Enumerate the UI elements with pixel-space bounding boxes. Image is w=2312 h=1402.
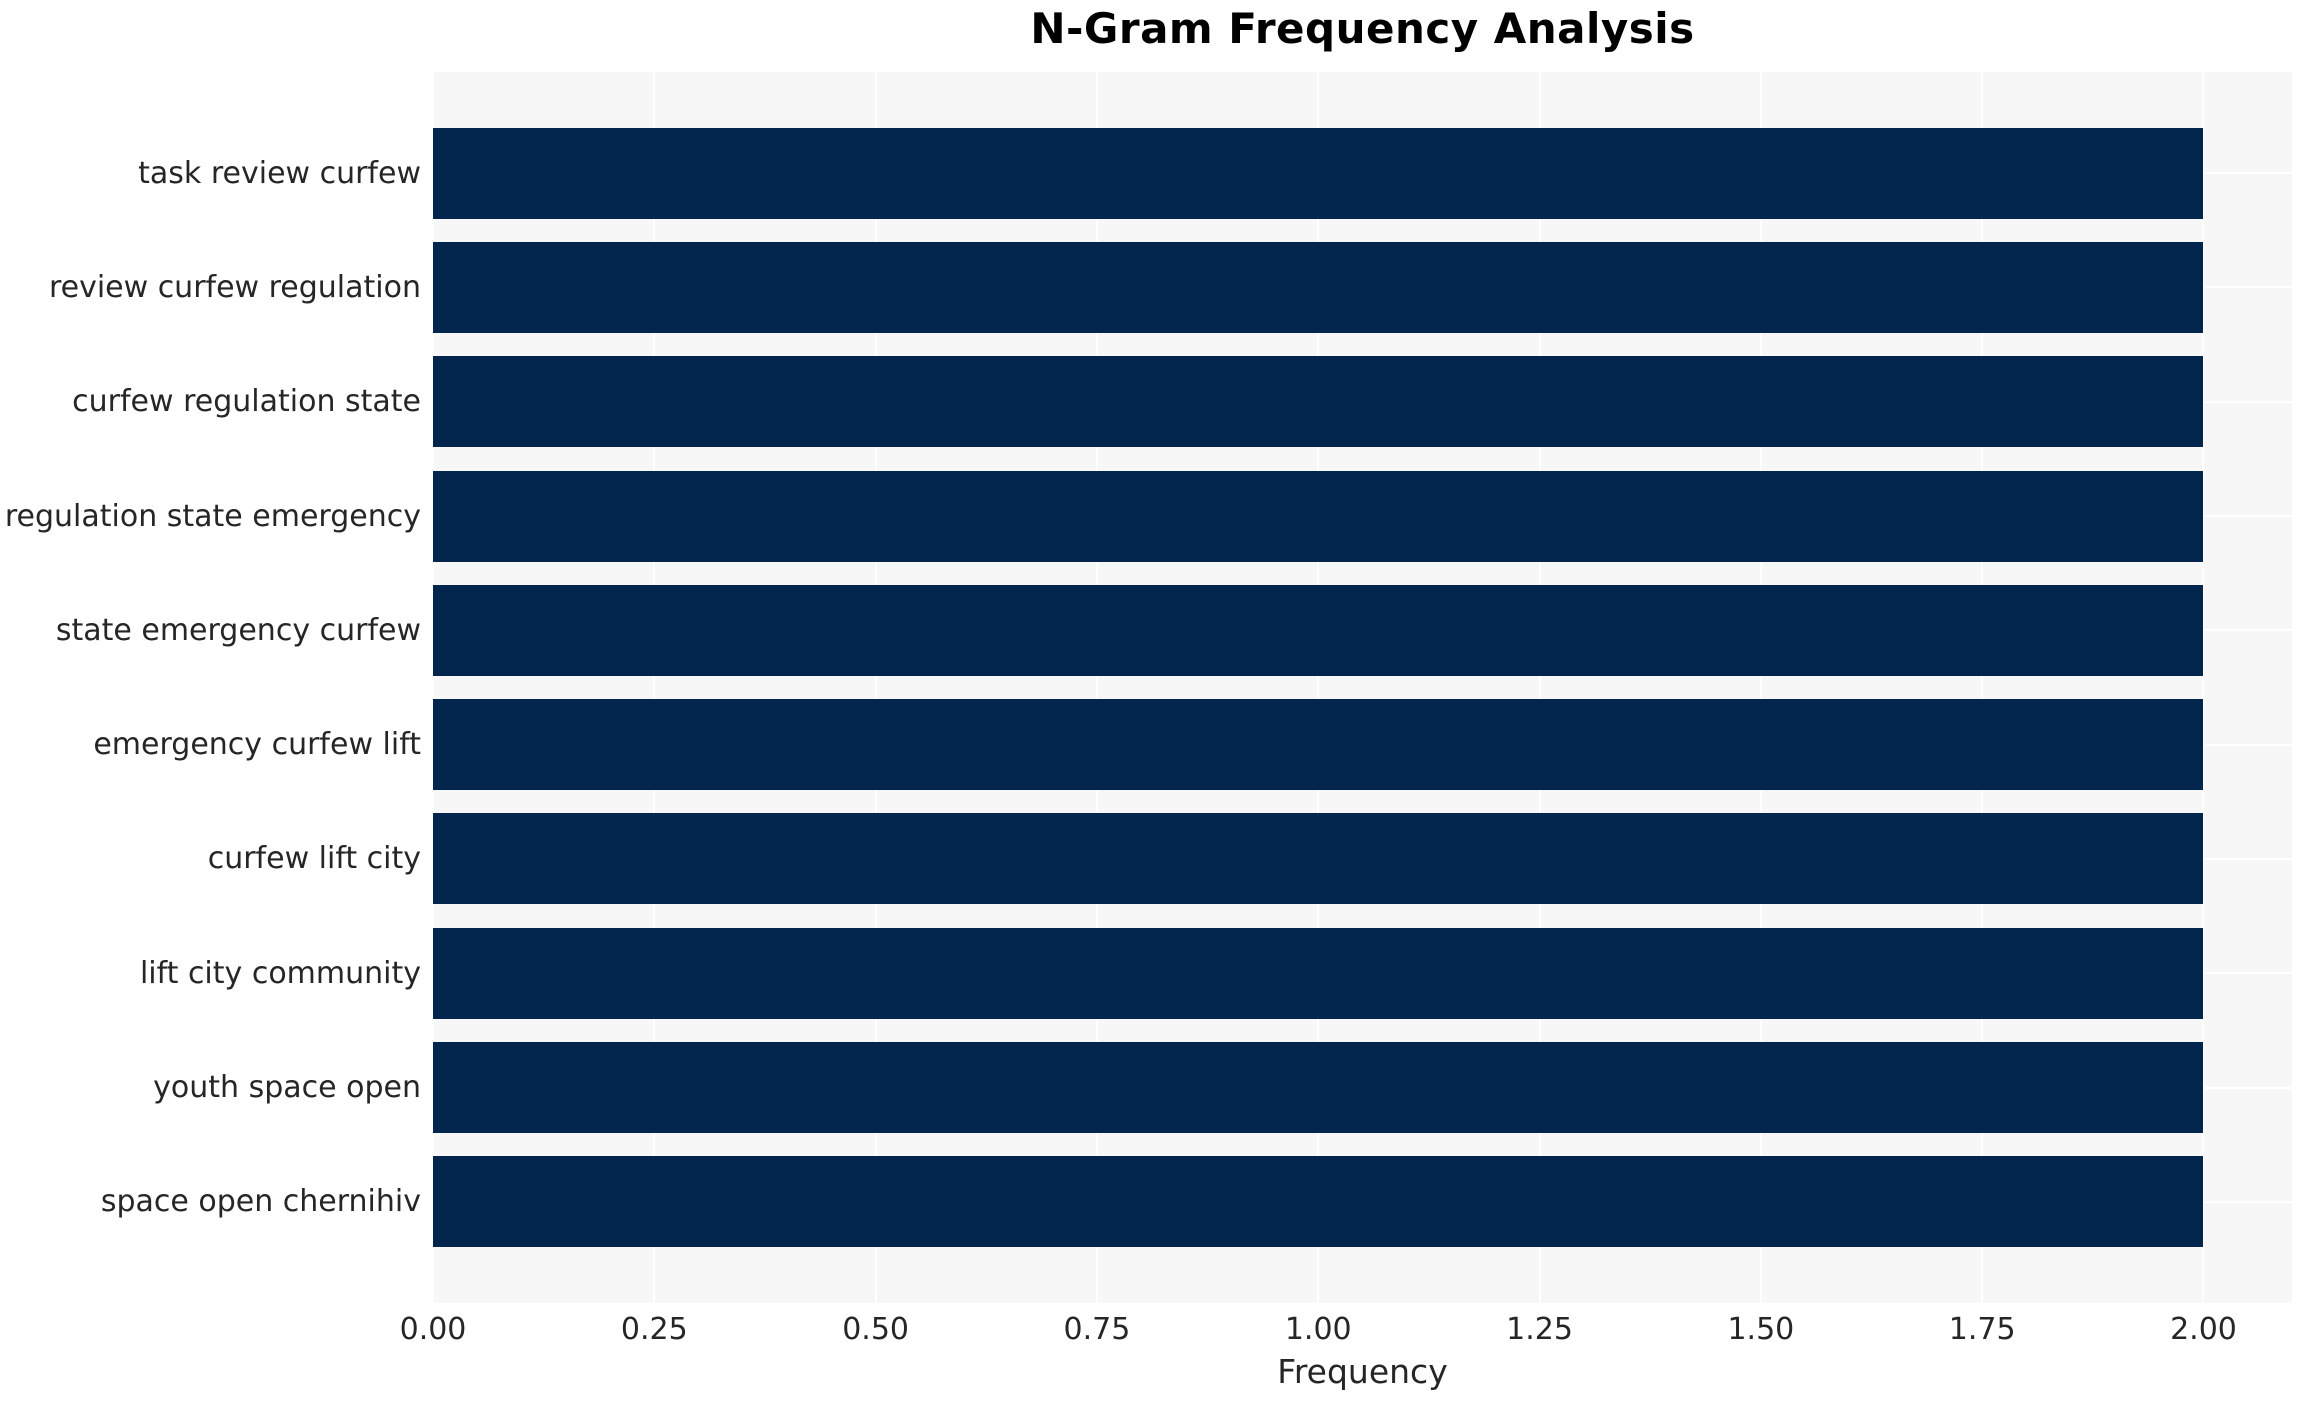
bar: [433, 470, 2204, 562]
x-axis-label: Frequency: [1277, 1352, 1448, 1391]
y-tick-label: space open chernihiv: [100, 1184, 421, 1220]
bar-rows: [433, 116, 2292, 1259]
x-tick-label: 0.75: [1063, 1312, 1131, 1347]
gridline-vertical: [1981, 72, 1984, 1303]
bar: [433, 127, 2204, 219]
gridline-vertical: [1317, 72, 1320, 1303]
bar: [433, 1042, 2204, 1134]
y-tick-label: emergency curfew lift: [93, 727, 421, 763]
bar-row: [433, 1145, 2292, 1259]
bar-row: [433, 345, 2292, 459]
bar: [433, 813, 2204, 905]
y-tick-label: state emergency curfew: [55, 612, 421, 648]
y-axis-tick-labels: task review curfew review curfew regulati…: [0, 72, 433, 1303]
bar: [433, 584, 2204, 676]
gridline-vertical: [1759, 72, 1762, 1303]
gridline-vertical: [432, 72, 434, 1303]
x-tick-label: 1.00: [1284, 1312, 1352, 1347]
bar-row: [433, 802, 2292, 916]
bar-row: [433, 459, 2292, 573]
x-tick-label: 1.75: [1948, 1312, 2016, 1347]
gridline-vertical: [1538, 72, 1541, 1303]
y-tick-label: lift city community: [139, 955, 421, 991]
y-tick-label: curfew lift city: [207, 841, 421, 877]
y-tick-label: regulation state emergency: [4, 498, 421, 534]
y-tick-label: task review curfew: [138, 155, 421, 191]
y-tick-label: curfew regulation state: [72, 384, 421, 420]
gridline-vertical: [874, 72, 877, 1303]
plot-area: [432, 72, 2292, 1303]
gridline-vertical: [2202, 72, 2205, 1303]
bar-row: [433, 573, 2292, 687]
bar: [433, 699, 2204, 791]
y-tick-label: youth space open: [153, 1070, 421, 1106]
y-tick-label: review curfew regulation: [48, 269, 421, 305]
bar-row: [433, 916, 2292, 1030]
bar-row: [433, 1030, 2292, 1144]
bar: [433, 1156, 2204, 1248]
bar-row: [433, 230, 2292, 344]
x-tick-label: 0.50: [842, 1312, 910, 1347]
chart-title: N-Gram Frequency Analysis: [1030, 4, 1695, 53]
bar: [433, 356, 2204, 448]
bar-row: [433, 687, 2292, 801]
x-tick-label: 0.00: [399, 1312, 467, 1347]
x-tick-label: 1.50: [1727, 1312, 1795, 1347]
gridline-vertical: [1095, 72, 1098, 1303]
gridline-vertical: [653, 72, 656, 1303]
bar-row: [433, 116, 2292, 230]
x-tick-label: 0.25: [620, 1312, 688, 1347]
bar: [433, 241, 2204, 333]
x-tick-label: 1.25: [1506, 1312, 1573, 1347]
bar: [433, 927, 2204, 1019]
x-tick-label: 2.00: [2170, 1312, 2237, 1347]
